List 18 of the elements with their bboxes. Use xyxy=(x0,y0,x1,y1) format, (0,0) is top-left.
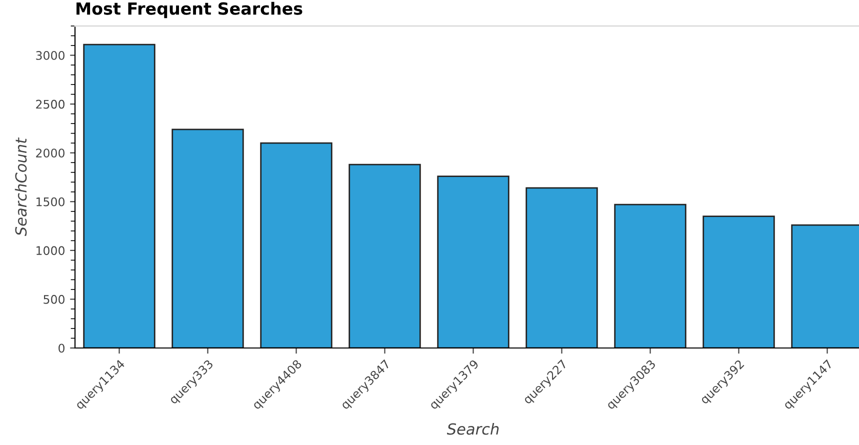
y-tick-label: 3000 xyxy=(36,50,64,60)
x-axis-title: Search xyxy=(446,422,499,435)
y-axis-title: SearchCount xyxy=(14,137,27,236)
chart-title: Most Frequent Searches xyxy=(76,2,302,18)
y-tick-label: 1000 xyxy=(36,246,64,256)
bar xyxy=(702,216,775,348)
y-tick-label: 2500 xyxy=(36,100,64,109)
y-tick-label: 1500 xyxy=(36,197,64,206)
y-tick-label: 2000 xyxy=(36,148,64,158)
bar xyxy=(614,204,686,348)
y-tick-label: 0 xyxy=(58,344,64,353)
bar xyxy=(526,187,598,348)
y-tick-label: 500 xyxy=(44,294,64,304)
bar xyxy=(172,128,244,348)
bar xyxy=(437,176,510,348)
bar xyxy=(348,164,421,348)
bar xyxy=(260,142,332,348)
bar xyxy=(83,44,156,348)
